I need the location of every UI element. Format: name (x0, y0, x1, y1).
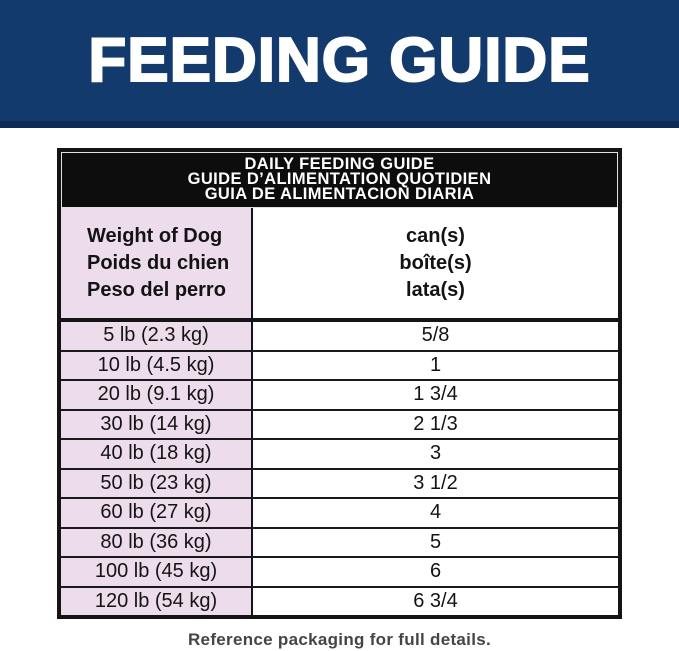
table-row: 120 lb (54 kg) 6 3/4 (61, 585, 618, 615)
weight-cell: 5 lb (2.3 kg) (61, 322, 253, 350)
weight-header-fr: Poids du chien (87, 251, 230, 274)
weight-cell: 120 lb (54 kg) (61, 587, 253, 615)
weight-cell: 20 lb (9.1 kg) (61, 381, 253, 409)
table-title-es: GUIA DE ALIMENTACION DIARIA (204, 185, 475, 203)
table-row: 60 lb (27 kg) 4 (61, 497, 618, 527)
weight-cell: 10 lb (4.5 kg) (61, 351, 253, 379)
column-header-row: Weight of Dog Poids du chien Peso del pe… (61, 208, 618, 322)
cans-cell: 6 3/4 (253, 587, 618, 615)
weight-cell: 30 lb (14 kg) (61, 410, 253, 438)
table-row: 50 lb (23 kg) 3 1/2 (61, 467, 618, 497)
cans-cell: 4 (253, 499, 618, 527)
weight-cell: 60 lb (27 kg) (61, 499, 253, 527)
cans-cell: 1 (253, 351, 618, 379)
table-row: 30 lb (14 kg) 2 1/3 (61, 408, 618, 438)
table-row: 5 lb (2.3 kg) 5/8 (61, 322, 618, 350)
table-row: 100 lb (45 kg) 6 (61, 556, 618, 586)
cans-cell: 3 (253, 440, 618, 468)
weight-cell: 80 lb (36 kg) (61, 528, 253, 556)
cans-header-es: lata(s) (406, 278, 465, 301)
table-row: 10 lb (4.5 kg) 1 (61, 349, 618, 379)
table-title-bar: DAILY FEEDING GUIDE GUIDE D’ALIMENTATION… (61, 152, 618, 208)
cans-cell: 5 (253, 528, 618, 556)
cans-cell: 1 3/4 (253, 381, 618, 409)
footer-note: Reference packaging for full details. (187, 630, 491, 649)
cans-cell: 6 (253, 558, 618, 586)
weight-column-header: Weight of Dog Poids du chien Peso del pe… (61, 208, 253, 318)
table-row: 20 lb (9.1 kg) 1 3/4 (61, 379, 618, 409)
page-title: FEEDING GUIDE (87, 25, 591, 95)
cans-cell: 2 1/3 (253, 410, 618, 438)
cans-cell: 3 1/2 (253, 469, 618, 497)
cans-column-header: can(s) boîte(s) lata(s) (253, 208, 618, 318)
weight-header-en: Weight of Dog (87, 224, 223, 247)
table-row: 80 lb (36 kg) 5 (61, 526, 618, 556)
feeding-table: DAILY FEEDING GUIDE GUIDE D’ALIMENTATION… (57, 148, 622, 619)
table-row: 40 lb (18 kg) 3 (61, 438, 618, 468)
weight-header-es: Peso del perro (87, 278, 226, 301)
table-title-fr: GUIDE D’ALIMENTATION QUOTIDIEN (187, 170, 492, 188)
feeding-guide-banner: FEEDING GUIDE (0, 0, 679, 128)
table-title-en: DAILY FEEDING GUIDE (244, 155, 435, 173)
weight-cell: 100 lb (45 kg) (61, 558, 253, 586)
cans-cell: 5/8 (253, 322, 618, 350)
weight-cell: 50 lb (23 kg) (61, 469, 253, 497)
cans-header-en: can(s) (406, 224, 465, 247)
weight-cell: 40 lb (18 kg) (61, 440, 253, 468)
cans-header-fr: boîte(s) (399, 251, 472, 274)
